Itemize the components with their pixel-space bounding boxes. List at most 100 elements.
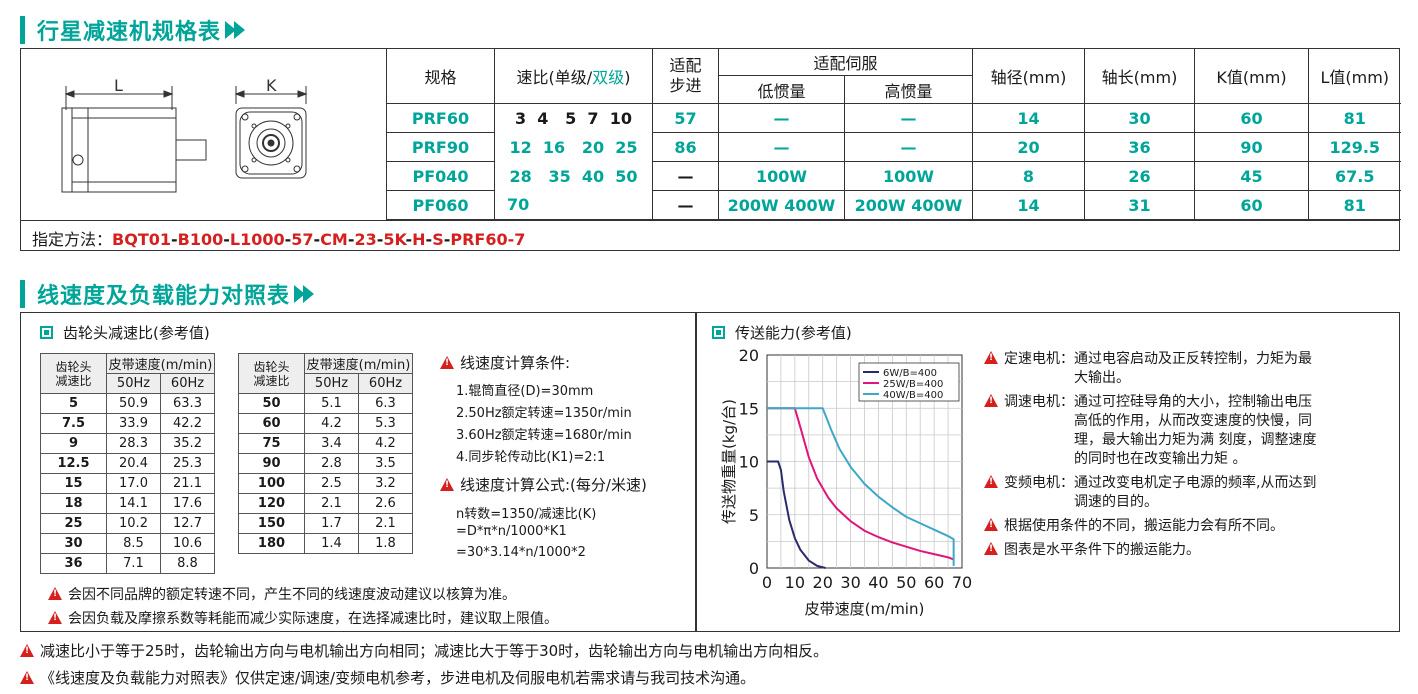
y-tick-label: 20 [739, 346, 759, 365]
reducer-drawing: L K [61, 76, 308, 193]
capacity-note: 图表是水平条件下的搬运能力。 [984, 541, 1200, 560]
speed-cell: 21.1 [160, 473, 215, 494]
dim-l-label: L [114, 76, 123, 95]
table-row: 60 4.2 5.3 [238, 413, 413, 434]
header-gear-ratio: 齿轮头 减速比 [40, 353, 107, 394]
table-row: 5 50.9 63.3 [40, 393, 215, 414]
section-title-text: 行星减速机规格表 [37, 20, 222, 45]
speed-cell: 42.2 [160, 413, 215, 434]
code-separator: - [347, 230, 355, 249]
divider [20, 220, 1400, 221]
speed-cell: 35.2 [160, 433, 215, 454]
table-row: 9 28.3 35.2 [40, 433, 215, 454]
code-separator: - [284, 230, 292, 249]
footer-note: 减速比小于等于25时，齿轮输出方向与电机输出方向相同；减速比大于等于30时，齿轮… [20, 640, 828, 661]
header-60hz: 60Hz [358, 373, 413, 394]
x-axis-label: 皮带速度(m/min) [805, 600, 925, 618]
warning-icon [20, 671, 34, 684]
series-line [767, 407, 955, 566]
speed-cell: 3.2 [358, 473, 413, 494]
speed-cell: 33.9 [106, 413, 161, 434]
table-row: 75 3.4 4.2 [238, 433, 413, 454]
ratio-cell: 100 [238, 473, 305, 494]
code-segment: H [412, 230, 426, 249]
header-k: K值(mm) [1194, 48, 1309, 104]
double-arrow-icon [294, 285, 315, 303]
ratio-cell: 15 [40, 473, 107, 494]
condition-line: 1.辊筒直径(D)=30mm [456, 384, 594, 399]
calc-conditions-title: 线速度计算条件: [440, 352, 570, 373]
x-tick-label: 30 [840, 573, 860, 592]
speed-cell: 2.8 [304, 453, 359, 474]
speed-cell: 1.4 [304, 533, 359, 554]
table-row: 12.5 20.4 25.3 [40, 453, 215, 474]
warning-icon [984, 475, 998, 488]
section-title-spec: 行星减速机规格表 [20, 14, 246, 46]
code-separator: - [313, 230, 321, 249]
speed-cell: 50.9 [106, 393, 161, 414]
speed-cell: 12.7 [160, 513, 215, 534]
title-bar [20, 280, 25, 308]
ratio-cell: 7.5 [40, 413, 107, 434]
speed-cell: 2.1 [358, 513, 413, 534]
gear-panel-title: 齿轮头减速比(参考值) [40, 322, 210, 343]
code-segment: CM [320, 230, 348, 249]
capacity-panel [696, 312, 1400, 632]
table-row: 180 1.4 1.8 [238, 533, 413, 554]
table-row: PF040 28 35 40 50 — 100W 100W 8 26 45 67… [386, 161, 1401, 191]
speed-cell: 4.2 [304, 413, 359, 434]
y-tick-label: 15 [739, 399, 759, 418]
code-separator: - [425, 230, 433, 249]
note-text: 图表是水平条件下的搬运能力。 [1004, 542, 1200, 558]
x-tick-label: 60 [924, 573, 944, 592]
warning-icon [984, 542, 998, 555]
section-title-text: 线速度及负载能力对照表 [37, 284, 291, 309]
note-text: 通过改变电机定子电源的频率,从而达到 调速的目的。 [1074, 475, 1317, 510]
warning-icon [48, 611, 62, 624]
x-tick-label: 0 [762, 573, 772, 592]
ratio-cell: 50 [238, 393, 305, 414]
code-separator: - [443, 230, 451, 249]
note-text: 通过可控硅导角的大小，控制输出电压 高低的作用，从而改变速度的快慢，同 理，最大输出… [1074, 394, 1317, 467]
speed-cell: 1.8 [358, 533, 413, 554]
ratio-cell: 150 [238, 513, 305, 534]
speed-cell: 2.1 [304, 493, 359, 514]
header-shaft-dia: 轴径(mm) [972, 48, 1085, 104]
speed-cell: 4.2 [358, 433, 413, 454]
note-text: 通过电容启动及正反转控制，力矩为最 大输出。 [1074, 351, 1312, 386]
x-tick-label: 50 [896, 573, 916, 592]
y-axis-label: 传送物重量(kg/台) [720, 399, 738, 524]
note-label: 变频电机： [1004, 475, 1074, 491]
table-row: 120 2.1 2.6 [238, 493, 413, 514]
speed-cell: 25.3 [160, 453, 215, 474]
ratio-cell: 30 [40, 533, 107, 554]
speed-cell: 28.3 [106, 433, 161, 454]
warning-icon [984, 351, 998, 364]
capacity-note: 根据使用条件的不同，搬运能力会有所不同。 [984, 517, 1284, 536]
table-row: PRF60 3 4 5 7 10 57 — — 14 30 60 81 [386, 103, 1401, 133]
speed-cell: 3.5 [358, 453, 413, 474]
speed-cell: 2.5 [304, 473, 359, 494]
speed-cell: 10.6 [160, 533, 215, 554]
table-row: 36 7.1 8.8 [40, 553, 215, 574]
condition-line: 4.同步轮传动比(K1)=2:1 [456, 450, 606, 465]
code-segment: 5K [383, 230, 406, 249]
header-high-inertia: 高惯量 [844, 75, 973, 104]
table-row: 100 2.5 3.2 [238, 473, 413, 494]
formula-line: =30*3.14*n/1000*2 [456, 545, 586, 560]
speed-cell: 8.5 [106, 533, 161, 554]
table-row: 7.5 33.9 42.2 [40, 413, 215, 434]
capacity-chart: 0 10 20 30 40 50 60 70 0 5 10 15 20 皮带速度(m/min) 传送物重量(… [720, 346, 972, 618]
ratio-table-left: 齿轮头 减速比 皮带速度(m/min) 50Hz 60Hz 5 50.9 63.3 7.5 33.… [40, 353, 215, 574]
code-segment: BQT01 [112, 230, 171, 249]
series-line [767, 460, 826, 569]
header-gear-ratio: 齿轮头 减速比 [238, 353, 305, 394]
capacity-panel-title: 传送能力(参考值) [712, 322, 852, 343]
code-segment: 23 [354, 230, 377, 249]
y-tick-label: 10 [739, 453, 759, 472]
header-ratio: 速比(单级/双级) [494, 48, 653, 104]
code-segment: 57 [291, 230, 314, 249]
ratio-cell: 18 [40, 493, 107, 514]
legend-entry: 40W/B=400 [883, 390, 943, 401]
